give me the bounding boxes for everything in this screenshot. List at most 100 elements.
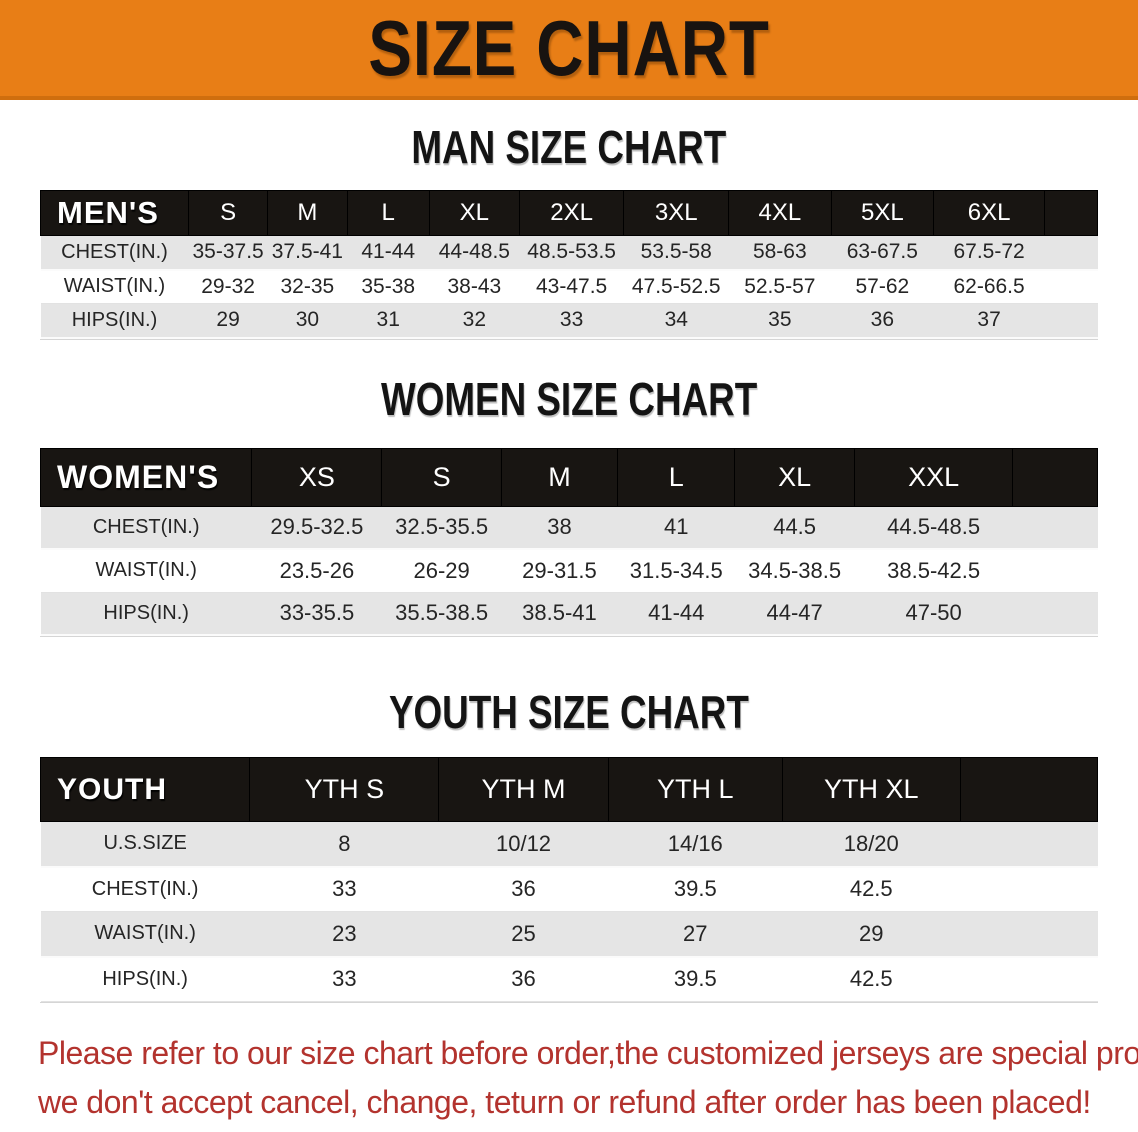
size-column-header: YTH S xyxy=(249,757,440,822)
banner: SIZE CHART xyxy=(0,0,1138,100)
row-label: HIPS(IN.) xyxy=(40,303,189,339)
size-column-header: XL xyxy=(428,190,520,236)
size-column-header: 5XL xyxy=(830,190,935,236)
measurement-cell: 41 xyxy=(617,506,735,550)
measurement-cell: 32-35 xyxy=(267,269,347,304)
youth-section-heading-text: YOUTH SIZE CHART xyxy=(389,686,749,738)
size-column-header: S xyxy=(381,447,502,507)
spacer-cell xyxy=(960,821,1098,868)
measurement-cell: 29.5-32.5 xyxy=(251,506,382,550)
header-row: YOUTH YTH S YTH M YTH L YTH XL xyxy=(39,757,1099,822)
measurement-cell: 38.5-41 xyxy=(501,592,618,636)
measurement-cell: 34.5-38.5 xyxy=(734,549,855,593)
measurement-cell: 29 xyxy=(188,303,268,339)
measurement-cell: 36 xyxy=(438,956,609,1002)
size-column-header: L xyxy=(617,447,736,507)
row-label: WAIST(IN.) xyxy=(40,269,189,304)
size-column-header: L xyxy=(346,190,430,236)
measurement-cell: 33-35.5 xyxy=(251,592,382,636)
row-label: CHEST(IN.) xyxy=(40,866,250,912)
measurement-cell: 29 xyxy=(782,911,961,958)
measurement-cell: 10/12 xyxy=(438,821,609,868)
measurement-cell: 8 xyxy=(249,821,439,868)
table-row: CHEST(IN.) 29.5-32.5 32.5-35.5 38 41 44.5 44.5… xyxy=(40,506,1098,550)
women-section-heading-text: WOMEN SIZE CHART xyxy=(380,372,758,425)
measurement-cell: 27 xyxy=(608,911,783,958)
size-column-header: M xyxy=(267,190,348,236)
size-column-header: 4XL xyxy=(728,190,832,236)
spacer-cell xyxy=(959,757,1099,822)
header-row: WOMEN'S XS S M L XL XXL xyxy=(39,447,1098,507)
measurement-cell: 44-47 xyxy=(734,592,855,636)
section-youth: YOUTH SIZE CHART YOUTH YTH S YTH M YTH L YTH… xyxy=(0,689,1138,1003)
table-row: WAIST(IN.) 23.5-26 26-29 29-31.5 31.5-34.5 34… xyxy=(40,549,1098,593)
size-column-header: YTH L xyxy=(607,757,783,822)
table-corner-label: MEN'S xyxy=(40,190,189,236)
row-label: U.S.SIZE xyxy=(40,821,250,868)
footer-notice: Please refer to our size chart before or… xyxy=(38,1029,1138,1126)
youth-table-wrap: YOUTH YTH S YTH M YTH L YTH XL U.S.SIZE 8 10/12… xyxy=(39,757,1099,1003)
size-column-header: M xyxy=(500,447,619,507)
row-label: HIPS(IN.) xyxy=(40,592,252,636)
table-row: CHEST(IN.) 33 36 39.5 42.5 xyxy=(40,866,1098,912)
section-women: WOMEN SIZE CHART WOMEN'S XS S M L XL XXL CHEST(… xyxy=(0,372,1138,637)
measurement-cell: 67.5-72 xyxy=(933,235,1045,271)
spacer-cell xyxy=(1012,549,1098,593)
measurement-cell: 57-62 xyxy=(831,269,934,304)
spacer-cell xyxy=(1044,269,1098,304)
row-label: CHEST(IN.) xyxy=(40,506,252,550)
measurement-cell: 29-32 xyxy=(188,269,268,304)
table-row: WAIST(IN.) 23 25 27 29 xyxy=(40,911,1098,958)
measurement-cell: 32.5-35.5 xyxy=(381,506,502,550)
measurement-cell: 33 xyxy=(249,956,439,1002)
women-table-wrap: WOMEN'S XS S M L XL XXL CHEST(IN.) 29.5-32.5 32.5… xyxy=(39,447,1098,637)
men-section-heading: MAN SIZE CHART xyxy=(0,124,1138,170)
measurement-cell: 35 xyxy=(728,303,832,339)
measurement-cell: 37 xyxy=(933,303,1045,339)
header-row: MEN'S S M L XL 2XL 3XL 4XL 5XL 6XL xyxy=(40,190,1098,236)
men-table-wrap: MEN'S S M L XL 2XL 3XL 4XL 5XL 6XL CHEST(IN.) 35-37… xyxy=(40,190,1098,340)
measurement-cell: 44.5-48.5 xyxy=(854,506,1013,550)
spacer-cell xyxy=(1044,190,1098,236)
measurement-cell: 31 xyxy=(347,303,430,339)
measurement-cell: 38-43 xyxy=(429,269,520,304)
section-men: MAN SIZE CHART MEN'S S M L XL 2XL 3XL 4XL 5XL 6XL… xyxy=(0,124,1138,340)
measurement-cell: 47-50 xyxy=(854,592,1013,636)
measurement-cell: 18/20 xyxy=(782,821,961,868)
measurement-cell: 36 xyxy=(831,303,934,339)
row-label: WAIST(IN.) xyxy=(40,549,252,593)
measurement-cell: 39.5 xyxy=(608,866,783,912)
table-corner-label: WOMEN'S xyxy=(39,447,253,507)
measurement-cell: 14/16 xyxy=(608,821,783,868)
measurement-cell: 47.5-52.5 xyxy=(623,269,729,304)
measurement-cell: 53.5-58 xyxy=(623,235,729,271)
measurement-cell: 36 xyxy=(438,866,609,912)
table-row: U.S.SIZE 8 10/12 14/16 18/20 xyxy=(40,821,1098,868)
notice-line-2: we don't accept cancel, change, teturn o… xyxy=(38,1083,1091,1120)
row-label: CHEST(IN.) xyxy=(40,235,189,271)
size-column-header: XXL xyxy=(853,447,1014,507)
notice-line-1: Please refer to our size chart before or… xyxy=(38,1035,1138,1071)
measurement-cell: 44-48.5 xyxy=(429,235,520,271)
measurement-cell: 26-29 xyxy=(381,549,502,593)
measurement-cell: 34 xyxy=(623,303,729,339)
size-column-header: S xyxy=(187,190,269,236)
size-column-header: 2XL xyxy=(518,190,625,236)
measurement-cell: 58-63 xyxy=(728,235,832,271)
measurement-cell: 29-31.5 xyxy=(501,549,618,593)
size-column-header: 6XL xyxy=(933,190,1046,236)
measurement-cell: 42.5 xyxy=(782,866,961,912)
measurement-cell: 38.5-42.5 xyxy=(854,549,1013,593)
spacer-cell xyxy=(1012,506,1098,550)
measurement-cell: 30 xyxy=(267,303,347,339)
measurement-cell: 44.5 xyxy=(734,506,855,550)
measurement-cell: 33 xyxy=(519,303,624,339)
size-column-header: YTH XL xyxy=(781,757,961,822)
table-corner-label: YOUTH xyxy=(39,757,251,822)
measurement-cell: 35.5-38.5 xyxy=(381,592,502,636)
measurement-cell: 48.5-53.5 xyxy=(519,235,624,271)
women-size-table: WOMEN'S XS S M L XL XXL CHEST(IN.) 29.5-32.5 32.5… xyxy=(39,447,1098,636)
spacer-cell xyxy=(1012,592,1098,636)
men-size-table: MEN'S S M L XL 2XL 3XL 4XL 5XL 6XL CHEST(IN.) 35-37… xyxy=(40,190,1098,339)
spacer-cell xyxy=(1044,303,1098,339)
